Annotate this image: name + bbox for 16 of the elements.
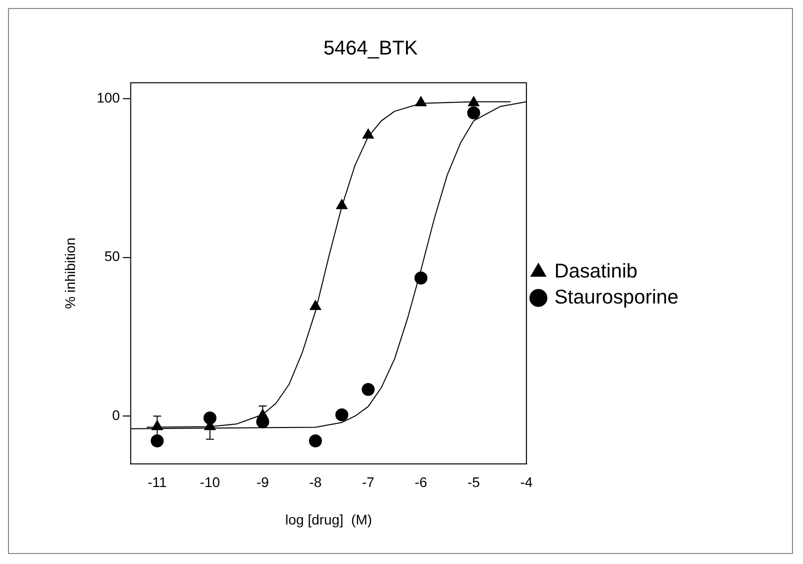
legend-label: Dasatinib <box>554 260 638 283</box>
chart-title: 5464_BTK <box>323 37 418 60</box>
x-tick-label: -6 <box>414 474 428 490</box>
x-tick-label: -8 <box>309 474 322 490</box>
x-tick-label: -7 <box>362 474 375 490</box>
x-tick-label: -11 <box>148 474 168 490</box>
x-tick-label: -10 <box>200 474 220 490</box>
x-tick-label: -5 <box>467 474 480 490</box>
y-tick-label: 100 <box>96 89 120 106</box>
x-tick-label: -9 <box>256 474 270 490</box>
legend-label: Staurosporine <box>554 286 678 308</box>
x-tick-label: -4 <box>520 474 533 490</box>
y-tick-label: 0 <box>112 406 120 423</box>
x-axis-title: log [drug] (M) <box>285 512 372 528</box>
y-axis-title: % inhibition <box>62 238 78 309</box>
y-tick-label: 50 <box>104 248 120 264</box>
